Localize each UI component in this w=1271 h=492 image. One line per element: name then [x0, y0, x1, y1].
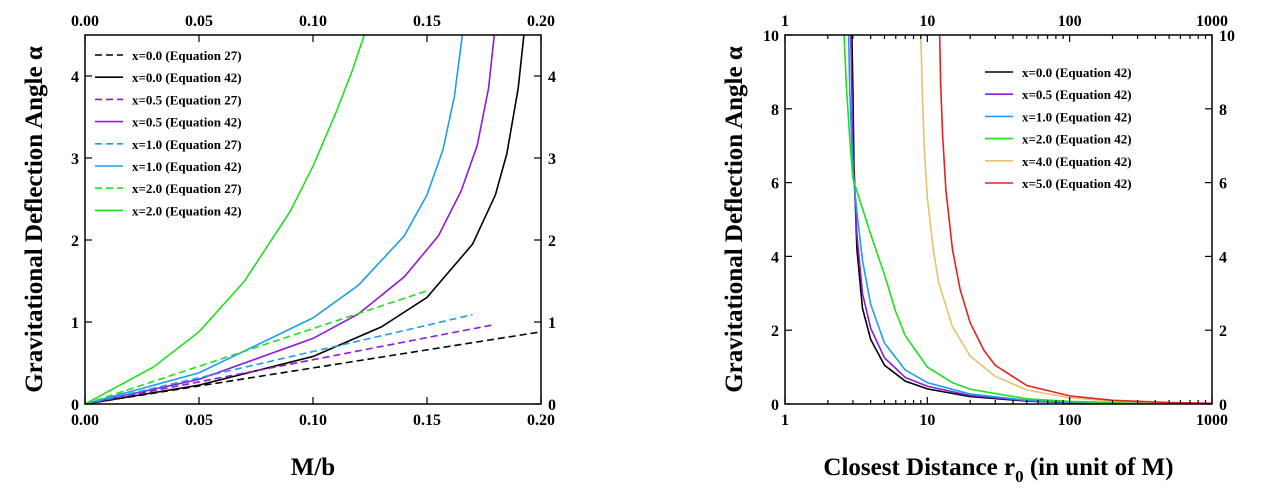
chart-right-frame: [784, 34, 1213, 405]
chart-left-xtick-label-top-1: 0.05: [185, 13, 213, 30]
chart-right-xtick-label-bottom-1: 10: [919, 412, 935, 429]
chart-left-xtick-label-top-3: 0.15: [413, 13, 441, 30]
chart-right-ytick-label-right-5: 10: [1219, 28, 1235, 45]
chart-right-ytick-label-right-3: 6: [1219, 176, 1227, 193]
chart-left-xtick-label-bottom-4: 0.20: [527, 412, 555, 429]
chart-left-legend-label-3: x=0.5 (Equation 42): [132, 115, 242, 130]
chart-left-xtick-label-top-2: 0.10: [299, 13, 327, 30]
chart-right-xtick-label-bottom-3: 1000: [1196, 412, 1228, 429]
chart-left-series-line-6: [85, 290, 428, 404]
chart-left-frame: [84, 34, 542, 405]
chart-right-legend-label-4: x=4.0 (Equation 42): [1022, 154, 1132, 169]
chart-right-legend: x=0.0 (Equation 42) x=0.5 (Equation 42) x=…: [985, 65, 1132, 191]
chart-right-xtick-label-top-3: 1000: [1196, 13, 1228, 30]
chart-right-legend-label-2: x=1.0 (Equation 42): [1022, 109, 1132, 124]
chart-right-ytick-label-right-1: 2: [1219, 323, 1227, 340]
chart-left-legend: x=0.0 (Equation 27) x=0.0 (Equation 42) x=…: [95, 48, 242, 218]
chart-left-legend-label-6: x=2.0 (Equation 27): [132, 181, 242, 196]
chart-right-ytick-label-left-2: 4: [771, 249, 779, 266]
chart-right-ytick-label-left-4: 8: [771, 102, 779, 119]
chart-left-legend-label-1: x=0.0 (Equation 42): [132, 70, 242, 85]
chart-left-ytick-label-right-0: 0: [548, 397, 556, 414]
chart-left-series-line-5: [85, 35, 464, 404]
chart-right-legend-label-3: x=2.0 (Equation 42): [1022, 132, 1132, 147]
chart-right-series-line-5: [938, 35, 1212, 404]
chart-left-ytick-label-right-1: 1: [548, 315, 556, 332]
chart-right-yaxis-title: Gravitational Deflection Angle α: [721, 46, 748, 393]
chart-left-series-group: [85, 35, 541, 404]
chart-right-legend-label-1: x=0.5 (Equation 42): [1022, 87, 1132, 102]
chart-left-ytick-label-left-3: 3: [71, 151, 79, 168]
chart-left-ytick-label-right-3: 3: [548, 151, 556, 168]
chart-left-legend-label-5: x=1.0 (Equation 42): [132, 159, 242, 174]
chart-left-legend-label-2: x=0.5 (Equation 27): [132, 92, 242, 107]
chart-left-xtick-label-bottom-2: 0.10: [299, 412, 327, 429]
chart-right-ytick-label-right-2: 4: [1219, 249, 1227, 266]
chart-right-ytick-label-right-4: 8: [1219, 102, 1227, 119]
chart-right-xtick-label-bottom-0: 1: [781, 412, 789, 429]
chart-left-xtick-label-bottom-1: 0.05: [185, 412, 213, 429]
chart-left-xtick-label-bottom-0: 0.00: [71, 412, 99, 429]
chart-left-xtick-label-bottom-3: 0.15: [413, 412, 441, 429]
chart-left-yaxis-title: Gravitational Deflection Angle α: [21, 46, 48, 393]
chart-right-ytick-label-left-0: 0: [771, 397, 779, 414]
chart-left-ytick-label-left-2: 2: [71, 233, 79, 250]
chart-right-ytick-label-right-0: 0: [1219, 397, 1227, 414]
chart-left-legend-label-7: x=2.0 (Equation 42): [132, 203, 242, 218]
chart-left-ytick-label-right-2: 2: [548, 233, 556, 250]
chart-right-xaxis-title-suffix: (in unit of M): [1024, 454, 1174, 481]
chart-right-xaxis-title-sub: 0: [1015, 467, 1024, 486]
chart-left-ytick-label-left-1: 1: [71, 315, 79, 332]
chart-right-ytick-label-left-3: 6: [771, 176, 779, 193]
chart-left-legend-label-4: x=1.0 (Equation 27): [132, 137, 242, 152]
chart-left-ytick-label-left-0: 0: [71, 397, 79, 414]
chart-right-xtick-label-bottom-2: 100: [1058, 412, 1082, 429]
chart-right-legend-label-0: x=0.0 (Equation 42): [1022, 65, 1132, 80]
chart-left-series-line-2: [85, 323, 496, 404]
chart-left-series-line-4: [85, 313, 473, 404]
chart-left-ytick-label-right-4: 4: [548, 69, 556, 86]
chart-left-xaxis-title: M/b: [291, 454, 335, 481]
chart-right-xaxis-title: Closest Distance r0 (in unit of M): [823, 454, 1173, 486]
chart-left-xtick-label-top-4: 0.20: [527, 13, 555, 30]
chart-left-series-line-1: [85, 35, 525, 404]
chart-left-series-line-3: [85, 35, 496, 404]
chart-left-xtick-label-top-0: 0.00: [71, 13, 99, 30]
chart-left-series-line-7: [85, 35, 366, 404]
chart-right-ytick-label-left-5: 10: [763, 28, 779, 45]
chart-left-legend-label-0: x=0.0 (Equation 27): [132, 48, 242, 63]
chart-left-ytick-label-left-4: 4: [71, 69, 79, 86]
chart-right-series-line-4: [920, 35, 1212, 404]
chart-right-xtick-label-top-2: 100: [1058, 13, 1082, 30]
chart-right-ytick-label-left-1: 2: [771, 323, 779, 340]
chart-right-legend-label-5: x=5.0 (Equation 42): [1022, 176, 1132, 191]
chart-left: 0.00 0.00 0.05 0.05 0.10 0.10 0.15 0.15 0.20 0.20…: [21, 13, 556, 481]
chart-right-series-line-3: [843, 35, 1212, 404]
chart-right-xtick-label-top-0: 1: [781, 13, 789, 30]
chart-right-xtick-label-top-1: 10: [919, 13, 935, 30]
